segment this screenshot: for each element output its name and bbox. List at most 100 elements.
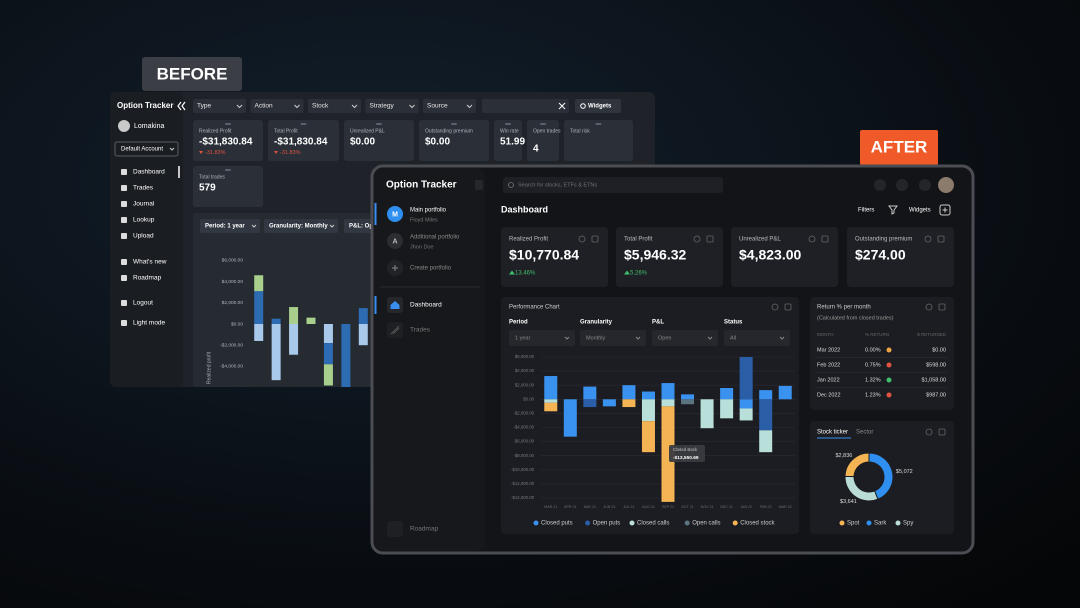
returns-panel [810,297,954,410]
drag-handle [376,123,382,125]
portfolio-name[interactable]: Additional portfolio [410,235,460,241]
nav-item[interactable]: Trades [410,327,431,334]
nav-item[interactable]: Dashboard [410,302,442,309]
chevron [635,336,641,340]
avatar [118,120,130,132]
slice-label: $2,836 [835,453,852,459]
nav-item[interactable]: Light mode [133,320,166,327]
filter-dropdown[interactable] [193,99,246,113]
search-placeholder: Search for stocks, ETFs & ETNs [518,182,597,188]
chevron [236,104,243,109]
bar-segment [641,421,655,453]
bar-segment [289,307,299,324]
kpi-label: Realized Profit [199,128,232,134]
kpi-value: $274.00 [855,247,906,263]
y-tick-label: $2,000.00 [515,382,535,387]
nav-icon [121,169,127,175]
x-tick-label: AUG 21 [642,505,655,509]
control-dropdown[interactable] [724,330,790,346]
kpi-card [268,120,339,161]
chevron [466,104,473,109]
search-box[interactable] [482,99,569,113]
kpi-card [193,166,263,207]
table-cell: Dec 2022 [817,392,841,398]
plus [392,265,398,271]
info-icon [771,303,779,311]
filter-dropdown[interactable] [308,99,361,113]
search-box[interactable] [503,177,723,193]
chart-control-label: P&L: Op [349,224,373,230]
chevron [169,147,175,151]
filter-label: Strategy [370,103,395,110]
table-cell: 1.23% [865,392,881,398]
header-icon-button[interactable] [919,179,931,191]
app-title: Option Tracker [117,101,173,110]
bar-segment [563,399,577,437]
nav-icon [121,320,127,326]
y-tick-label: -$8,000.00 [513,453,534,458]
nav-item[interactable]: Lookup [133,217,155,224]
kpi-label: Outstanding premium [425,128,473,134]
kpi-card [344,120,414,161]
tooltip-value: -$13,550.69 [673,455,699,461]
filter-dropdown[interactable] [423,99,476,113]
nav-item[interactable]: Roadmap [410,526,439,533]
control-label: Granularity [580,320,613,326]
nav-item[interactable]: Dashboard [133,169,165,176]
kpi-card [564,120,633,161]
nav-item[interactable]: Trades [133,185,154,192]
widgets-button[interactable] [575,99,621,113]
portfolio-name[interactable]: Main portfolio [410,208,447,214]
column-header: MONTH [817,332,834,337]
panel-subtitle: (Calculated from closed trades) [817,315,894,321]
control-label: P&L [652,320,664,326]
y-tick-label: -$4,000.00 [220,364,243,370]
tab[interactable]: Stock ticker [817,430,848,436]
control-dropdown[interactable] [509,330,575,346]
nav-item[interactable]: What's new [133,259,167,266]
add-widget[interactable] [939,204,951,216]
collapse-button[interactable] [475,180,483,190]
widgets-button[interactable]: Widgets [909,208,931,214]
tab[interactable]: Sector [856,430,873,436]
chevron [294,104,300,109]
bar-segment [759,430,773,453]
nav-item[interactable]: Upload [133,233,154,240]
nav-icon [121,233,127,239]
drag-icon [784,303,792,311]
account-select[interactable] [114,141,179,157]
filter-dropdown[interactable] [365,99,419,113]
nav-item[interactable]: Logout [133,300,153,307]
bar-segment [323,324,333,344]
nav-item[interactable]: Roadmap [133,275,162,282]
bar-segment [622,399,636,408]
panel-title: Performance Chart [509,305,560,311]
filter-dropdown[interactable] [250,99,304,113]
legend-swatch [839,520,845,526]
after-badge [860,130,938,165]
chart-control[interactable] [264,219,338,233]
chart-control[interactable] [200,219,260,233]
nav-item[interactable]: Journal [133,201,155,208]
control-dropdown[interactable] [580,330,646,346]
table-cell: $1,058.00 [922,377,946,383]
kpi-label: Open trades [533,128,561,134]
legend-swatch [585,520,591,526]
table-cell: Jan 2022 [817,377,840,383]
control-dropdown[interactable] [652,330,718,346]
chevron [779,336,785,340]
clear-icon [558,102,566,110]
kpi-value: $0.00 [350,137,375,148]
create-portfolio[interactable]: Create portfolio [410,266,452,272]
table-cell: $598.00 [926,362,946,368]
kpi-label: Outstanding premium [855,237,912,243]
filters-button[interactable]: Filters [858,208,874,214]
avatar[interactable] [938,177,954,193]
y-tick-label: -$2,000.00 [220,342,243,348]
header-icon-button[interactable] [874,179,886,191]
kpi-value: 579 [199,183,216,194]
header-icon-button[interactable] [896,179,908,191]
portfolio-avatar [387,206,403,222]
chevron [707,336,713,340]
x-tick-label: FEB 22 [760,505,772,509]
